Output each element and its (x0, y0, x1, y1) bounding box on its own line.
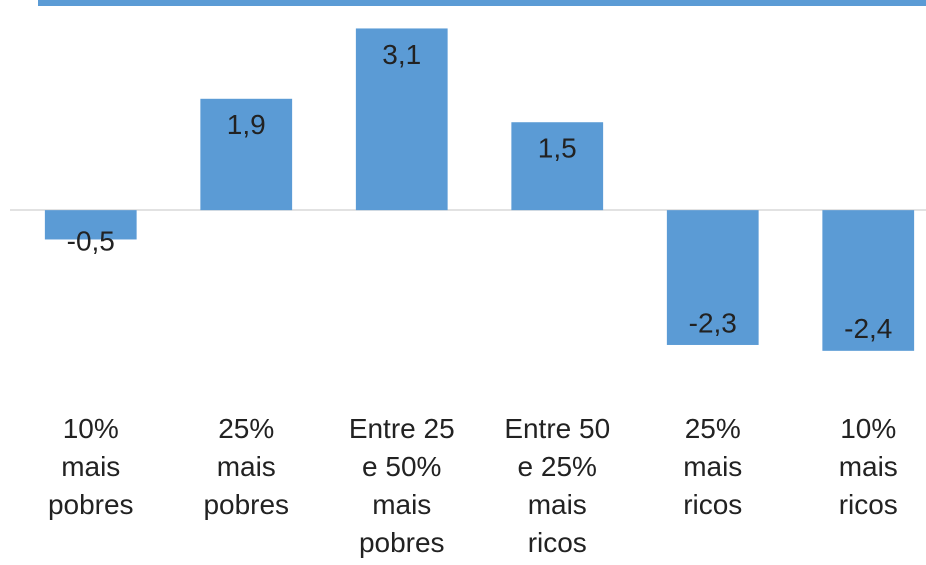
bar (44, 210, 137, 240)
value-label: 3,1 (382, 39, 421, 70)
x-tick-label: Entre 50 e 25% mais ricos (504, 413, 611, 558)
x-tick-label: 25% mais ricos (683, 413, 743, 520)
x-tick-label: Entre 25 e 50% mais pobres (348, 413, 455, 558)
x-tick-label: 10% mais pobres (47, 413, 134, 520)
x-tick-label: 10% mais ricos (838, 413, 898, 520)
top-strip (38, 0, 926, 6)
value-label: -2,4 (844, 313, 892, 344)
x-tick-label: 25% mais pobres (203, 413, 290, 520)
bar (666, 210, 759, 345)
bar (200, 98, 293, 211)
value-label: -2,3 (689, 307, 737, 338)
value-label: 1,5 (538, 133, 577, 164)
value-label: 1,9 (227, 109, 266, 140)
bar (355, 28, 448, 211)
bar (511, 122, 604, 211)
value-label: -0,5 (67, 226, 115, 257)
bar (822, 210, 915, 351)
